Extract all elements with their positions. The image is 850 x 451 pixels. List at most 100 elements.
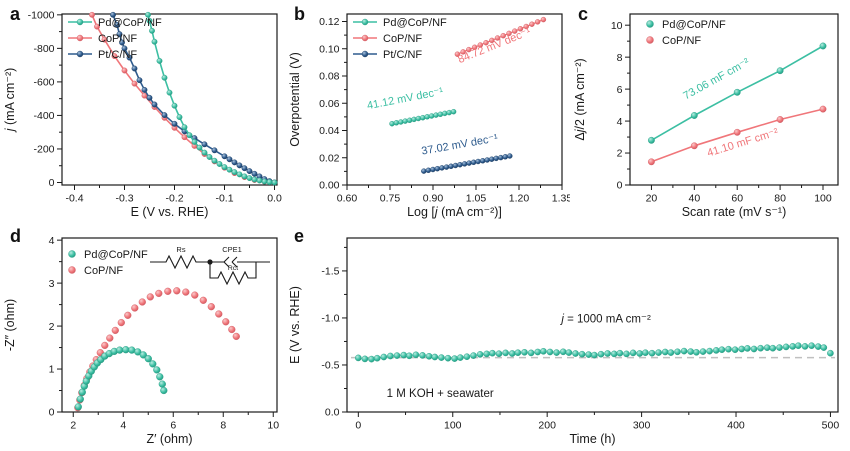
data-point-marker <box>158 380 166 388</box>
data-point-marker <box>814 343 822 350</box>
chart-double-layer-capacitance: 20 40 60 80 100 0 2 4 6 8 10 Scan rate (mV s⁻¹) Δj/2… <box>573 13 839 219</box>
data-point-marker <box>222 318 230 326</box>
data-point-marker <box>361 355 369 363</box>
data-point-marker <box>74 403 82 411</box>
data-point-marker <box>776 67 784 75</box>
chart-annotation: 84.72 mV dec⁻¹ <box>456 26 533 66</box>
data-point-marker <box>648 136 655 144</box>
data-point-marker <box>406 117 413 124</box>
data-point-marker <box>648 158 655 166</box>
data-point-marker <box>156 373 164 381</box>
data-point-marker <box>181 124 188 131</box>
data-point-marker <box>597 350 605 358</box>
data-point-marker <box>166 89 173 96</box>
data-point-marker <box>827 349 834 357</box>
data-point-marker <box>226 166 233 173</box>
chart-tafel-plots: 0.60 0.75 0.90 1.05 1.20 1.35 0.00 0.02 0.04 0.06… <box>288 13 570 219</box>
data-point-marker <box>145 11 151 18</box>
circuit-node <box>207 259 213 265</box>
data-point-marker <box>527 349 535 357</box>
data-point-marker <box>116 31 123 37</box>
chart-annotation: j = 1000 mA cm⁻² <box>559 314 651 326</box>
x-tick-label: -0.2 <box>165 193 183 205</box>
data-point-marker <box>380 353 388 361</box>
data-point-marker <box>476 351 484 358</box>
x-tick-label: 300 <box>633 420 651 432</box>
data-point-marker <box>699 348 707 355</box>
x-axis-label: E (V vs. RHE) <box>131 205 209 219</box>
series-pd-cop-nf <box>648 42 827 144</box>
x-axis-label: Log [j (mA cm⁻²)] <box>407 205 502 219</box>
data-point-marker <box>176 114 183 121</box>
x-tick-label: 1.05 <box>466 193 487 205</box>
y-tick-label: -1.0 <box>321 313 339 325</box>
data-point-marker <box>393 120 400 126</box>
legend-label: Pt/C/NF <box>98 49 137 61</box>
data-point-marker <box>111 53 118 59</box>
data-point-marker <box>744 345 751 352</box>
y-tick-label: 0.10 <box>319 43 340 55</box>
panel-label-d: d <box>10 226 21 246</box>
legend: Pd@CoP/NF CoP/NF <box>646 19 726 47</box>
data-point-marker <box>271 179 278 186</box>
x-tick-label: 2 <box>70 420 76 432</box>
data-point-marker <box>454 51 461 57</box>
data-point-marker <box>776 116 784 123</box>
data-point-marker <box>241 165 248 172</box>
data-point-marker <box>146 94 153 101</box>
data-point-marker <box>406 352 413 360</box>
data-point-marker <box>121 45 128 52</box>
y-tick-label: -600 <box>33 77 54 89</box>
data-point-marker <box>191 291 199 299</box>
data-point-marker <box>808 342 815 349</box>
y-axis-label: j (mA cm⁻²) <box>3 68 17 134</box>
panel-label-b: b <box>294 4 305 24</box>
x-tick-label: 6 <box>170 420 176 432</box>
data-point-marker <box>565 349 573 356</box>
data-point-marker <box>387 352 394 360</box>
series-pd-cop-nf <box>145 11 278 186</box>
data-point-marker <box>156 58 163 64</box>
data-point-marker <box>494 35 501 41</box>
data-point-marker <box>687 348 695 355</box>
data-point-marker <box>769 344 777 352</box>
legend: Pd@CoP/NF CoP/NF <box>68 249 148 277</box>
data-point-marker <box>68 266 76 274</box>
data-point-marker <box>757 344 764 352</box>
data-point-marker <box>521 349 528 356</box>
data-point-marker <box>725 345 732 353</box>
y-tick-label: -1.5 <box>321 266 339 278</box>
axis-tick-labels: 20 40 60 80 100 0 2 4 6 8 10 <box>611 20 832 205</box>
series-cop-nf <box>454 16 547 57</box>
data-point-marker <box>463 353 471 360</box>
chart-annotation: 1 M KOH + seawater <box>387 388 494 400</box>
x-tick-label: 400 <box>727 420 745 432</box>
axis-tick-labels: 0 100 200 300 400 500 0.0 -0.5 -1.0 -1.5 <box>321 266 839 432</box>
x-tick-label: 8 <box>220 420 226 432</box>
data-point-marker <box>498 154 504 161</box>
data-point-marker <box>489 37 495 44</box>
data-point-marker <box>690 112 698 119</box>
legend-label: Pd@CoP/NF <box>84 249 148 261</box>
data-point-marker <box>231 159 238 166</box>
data-point-marker <box>443 164 450 170</box>
data-point-marker <box>131 65 138 72</box>
data-point-marker <box>114 21 120 28</box>
data-point-marker <box>529 21 535 27</box>
data-point-marker <box>433 112 439 118</box>
data-point-marker <box>201 149 208 156</box>
data-point-marker <box>421 168 427 174</box>
y-tick-label: 4 <box>617 116 623 128</box>
data-point-marker <box>431 353 439 361</box>
x-tick-label: 60 <box>731 193 743 205</box>
chart-annotation: 73.06 mF cm⁻² <box>681 56 752 102</box>
data-point-marker <box>819 42 827 50</box>
data-point-marker <box>616 349 624 357</box>
axis-ticks <box>342 20 563 190</box>
data-point-marker <box>171 120 178 127</box>
legend-item: Pt/C/NF <box>68 49 137 61</box>
data-point-marker <box>801 343 809 350</box>
data-point-marker <box>146 17 153 24</box>
data-point-marker <box>355 354 362 362</box>
data-point-marker <box>646 36 654 44</box>
